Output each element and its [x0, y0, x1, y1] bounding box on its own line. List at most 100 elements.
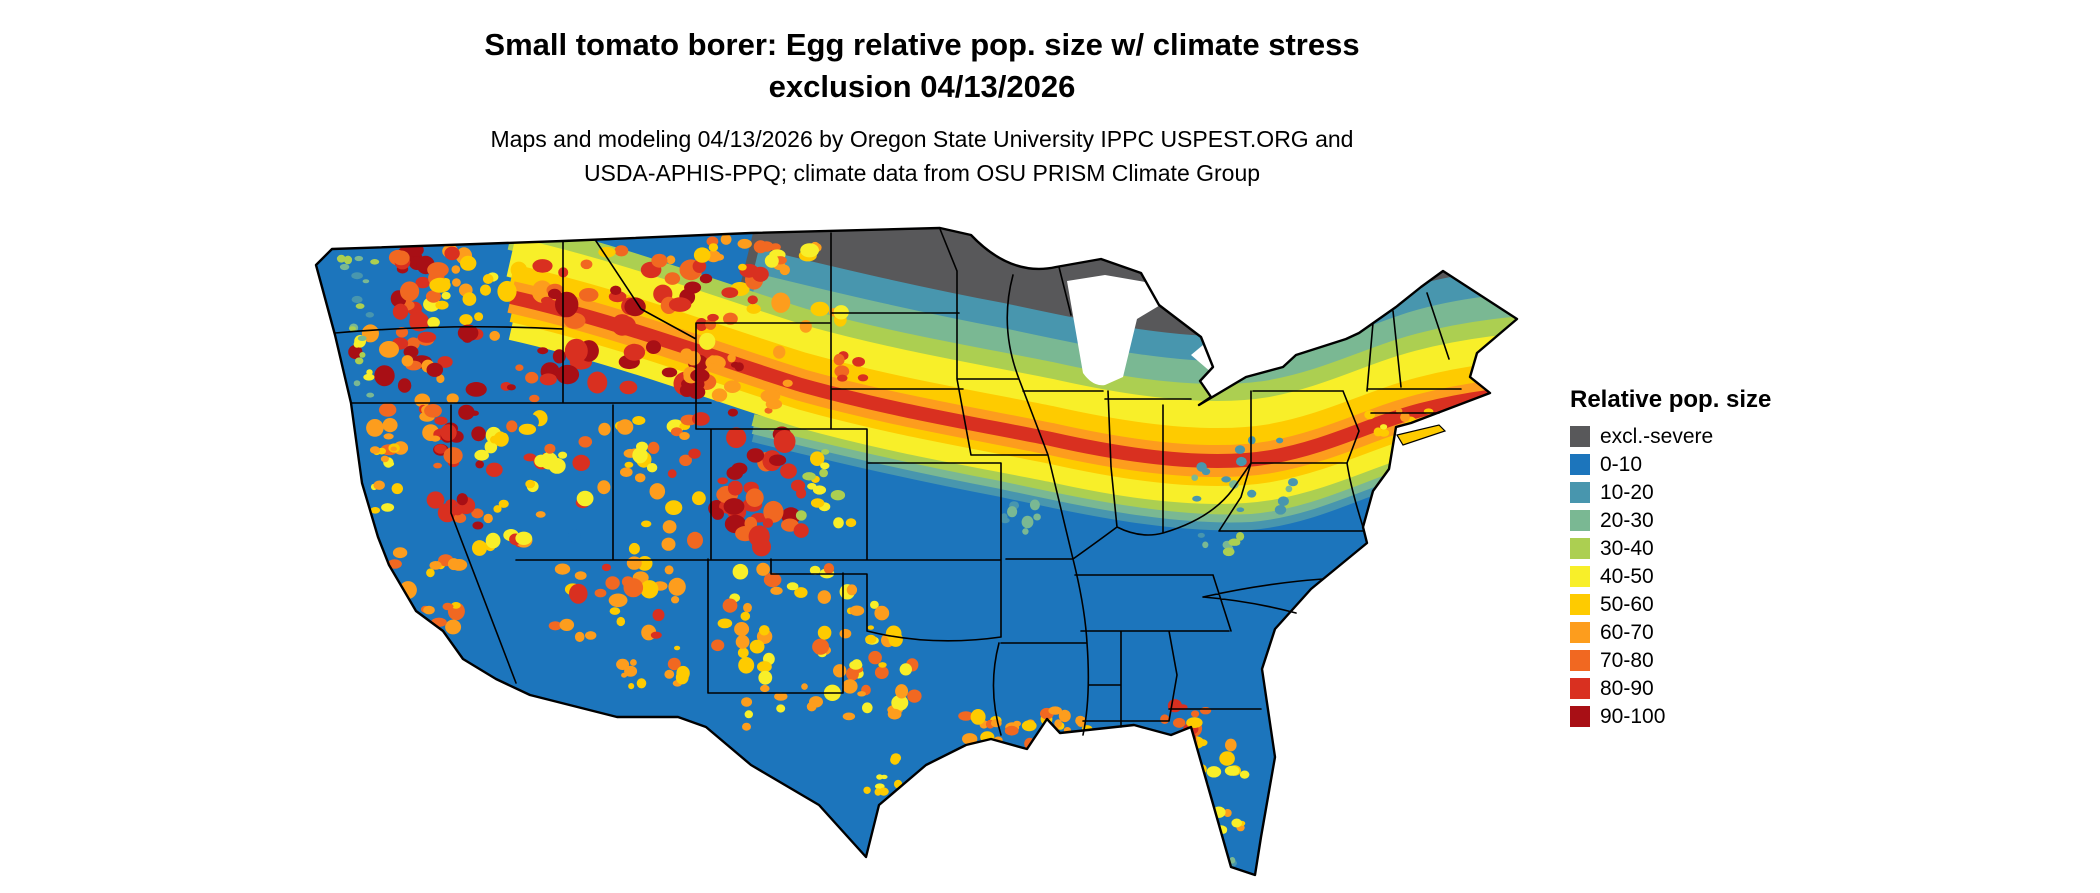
raster-speckle [891, 695, 909, 711]
raster-speckle [403, 345, 419, 358]
raster-speckle [862, 702, 873, 714]
legend-swatch [1570, 426, 1590, 447]
raster-speckle [839, 628, 852, 639]
raster-speckle [1223, 809, 1232, 817]
raster-speckle [383, 433, 394, 440]
raster-speckle [426, 568, 435, 578]
raster-speckle [699, 273, 713, 284]
raster-speckle [695, 318, 708, 331]
legend-swatch [1570, 566, 1590, 587]
raster-speckle [1288, 478, 1298, 487]
legend-item: 80-90 [1570, 678, 1870, 699]
raster-speckle [355, 303, 365, 309]
raster-speckle [741, 697, 753, 707]
raster-speckle [626, 556, 642, 570]
raster-speckle [558, 451, 568, 459]
raster-speckle [1285, 485, 1293, 493]
raster-speckle [400, 281, 420, 302]
raster-speckle [1198, 803, 1210, 812]
legend-item: 0-10 [1570, 454, 1870, 475]
raster-speckle [878, 787, 889, 796]
raster-speckle [493, 431, 509, 447]
raster-speckle [899, 663, 912, 676]
raster-speckle [630, 659, 637, 666]
raster-speckle [472, 540, 487, 556]
raster-speckle [1192, 495, 1202, 502]
raster-speckle [1247, 489, 1257, 498]
raster-speckle [769, 454, 787, 466]
raster-speckle [548, 458, 566, 474]
raster-speckle [867, 625, 874, 630]
raster-speckle [774, 692, 788, 701]
legend-label: 10-20 [1600, 481, 1654, 504]
legend-swatch [1570, 538, 1590, 559]
raster-speckle [773, 345, 786, 359]
legend-item: 30-40 [1570, 538, 1870, 559]
raster-speckle [1225, 738, 1237, 752]
raster-speckle [763, 500, 784, 523]
raster-speckle [819, 468, 828, 478]
raster-speckle [339, 263, 350, 271]
raster-speckle [598, 422, 611, 436]
raster-speckle [721, 287, 739, 298]
legend-swatch [1570, 510, 1590, 531]
raster-speckle [1022, 528, 1029, 535]
raster-speckle [1239, 770, 1250, 779]
raster-speckle [732, 373, 744, 382]
raster-speckle [392, 303, 409, 320]
raster-speckle [354, 255, 364, 262]
raster-speckle [723, 312, 738, 325]
raster-speckle [670, 427, 683, 437]
raster-speckle [609, 607, 621, 615]
raster-speckle [1147, 739, 1158, 750]
title-line-1: Small tomato borer: Egg relative pop. si… [484, 27, 1360, 62]
raster-speckle [815, 336, 827, 348]
raster-speckle [708, 243, 719, 252]
raster-speckle [668, 297, 692, 312]
raster-speckle [555, 291, 579, 318]
raster-speckle [749, 639, 765, 654]
legend-label: 40-50 [1600, 565, 1654, 588]
raster-speckle [559, 618, 575, 631]
raster-speckle [823, 563, 835, 574]
raster-speckle [907, 689, 922, 703]
raster-speckle [1215, 867, 1222, 872]
raster-speckle [1167, 699, 1182, 713]
raster-speckle [369, 446, 381, 454]
raster-speckle [764, 407, 773, 414]
raster-speckle [578, 288, 599, 302]
raster-speckle [434, 444, 447, 454]
raster-speckle [1201, 468, 1211, 476]
raster-speckle [664, 565, 674, 575]
lake-michigan [1067, 275, 1167, 386]
raster-speckle [821, 449, 830, 455]
raster-speckle [445, 603, 454, 610]
raster-speckle [426, 626, 435, 635]
raster-speckle [760, 684, 770, 693]
raster-speckle [834, 365, 850, 378]
raster-speckle [429, 277, 451, 293]
legend-label: excl.-severe [1600, 425, 1714, 448]
raster-speckle [661, 537, 676, 551]
raster-speckle [605, 576, 620, 590]
raster-speckle [800, 243, 819, 258]
raster-speckle [810, 451, 825, 466]
raster-speckle [852, 357, 865, 367]
raster-speckle [1054, 719, 1063, 728]
raster-speckle [472, 521, 484, 530]
raster-speckle [444, 246, 460, 261]
raster-speckle [474, 449, 489, 461]
raster-speckle [554, 563, 571, 575]
raster-speckle [802, 472, 816, 481]
raster-speckle [415, 276, 431, 289]
raster-speckle [1236, 507, 1245, 512]
raster-speckle [632, 447, 648, 464]
raster-speckle [441, 291, 451, 300]
raster-speckle [680, 348, 693, 360]
raster-speckle [373, 480, 385, 490]
raster-speckle [1231, 818, 1242, 828]
raster-speckle [837, 374, 848, 382]
raster-speckle [544, 443, 556, 454]
raster-speckle [1277, 496, 1289, 507]
raster-speckle [475, 460, 484, 469]
